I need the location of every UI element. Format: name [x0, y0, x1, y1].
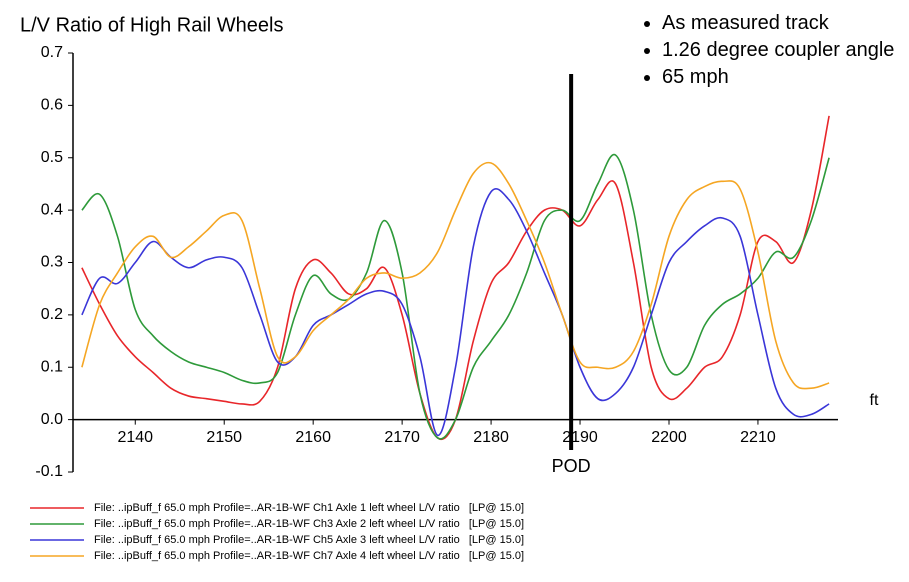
y-tick-label: 0.2	[41, 306, 63, 323]
y-tick-label: 0.0	[41, 411, 63, 428]
y-tick-label: 0.6	[41, 97, 63, 114]
pod-label: POD	[552, 456, 591, 476]
legend-label: File: ..ipBuff_f 65.0 mph Profile=..AR-1…	[94, 534, 524, 546]
note: 1.26 degree coupler angle	[662, 37, 909, 64]
legend-label: File: ..ipBuff_f 65.0 mph Profile=..AR-1…	[94, 502, 524, 514]
x-tick-label: 2140	[117, 429, 153, 446]
y-tick-label: 0.7	[41, 44, 63, 61]
y-tick-label: 0.5	[41, 149, 63, 166]
legend-label: File: ..ipBuff_f 65.0 mph Profile=..AR-1…	[94, 518, 524, 530]
x-tick-label: 2190	[562, 429, 598, 446]
chart-title: L/V Ratio of High Rail Wheels	[20, 14, 283, 36]
y-tick-label: 0.4	[41, 201, 63, 218]
notes: As measured track1.26 degree coupler ang…	[632, 10, 909, 91]
note: 65 mph	[662, 64, 909, 91]
x-tick-label: 2200	[651, 429, 687, 446]
x-axis-label: ft	[870, 392, 879, 409]
y-tick-label: 0.1	[41, 358, 63, 375]
x-tick-label: 2160	[295, 429, 331, 446]
series-line	[81, 187, 830, 437]
y-tick-label: 0.3	[41, 254, 63, 271]
legend-label: File: ..ipBuff_f 65.0 mph Profile=..AR-1…	[94, 550, 524, 562]
x-tick-label: 2210	[740, 429, 776, 446]
y-tick-label: -0.1	[35, 463, 63, 480]
x-tick-label: 2150	[206, 429, 242, 446]
series-line	[81, 153, 830, 440]
x-tick-label: 2180	[473, 429, 509, 446]
note: As measured track	[662, 10, 909, 37]
series-line	[81, 161, 830, 390]
series-line	[81, 115, 830, 441]
x-tick-label: 2170	[384, 429, 420, 446]
